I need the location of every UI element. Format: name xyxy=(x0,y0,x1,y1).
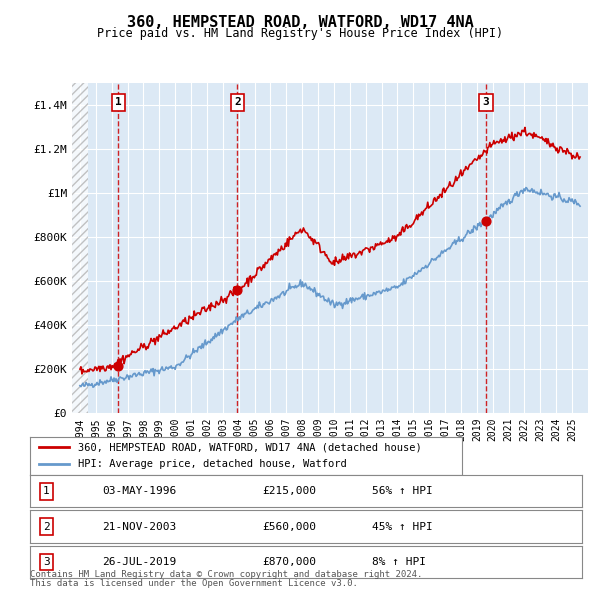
Text: 8% ↑ HPI: 8% ↑ HPI xyxy=(372,557,426,567)
Text: 26-JUL-2019: 26-JUL-2019 xyxy=(102,557,176,567)
Text: 2: 2 xyxy=(43,522,50,532)
Text: HPI: Average price, detached house, Watford: HPI: Average price, detached house, Watf… xyxy=(77,459,346,469)
Point xyxy=(233,285,242,294)
Point xyxy=(481,217,491,226)
Bar xyxy=(72,83,88,413)
Text: Price paid vs. HM Land Registry's House Price Index (HPI): Price paid vs. HM Land Registry's House … xyxy=(97,27,503,40)
Text: 3: 3 xyxy=(43,557,50,567)
Text: 1: 1 xyxy=(43,486,50,496)
Text: This data is licensed under the Open Government Licence v3.0.: This data is licensed under the Open Gov… xyxy=(30,579,358,588)
Text: £870,000: £870,000 xyxy=(262,557,316,567)
Text: 56% ↑ HPI: 56% ↑ HPI xyxy=(372,486,433,496)
Text: £215,000: £215,000 xyxy=(262,486,316,496)
Text: £560,000: £560,000 xyxy=(262,522,316,532)
Text: Contains HM Land Registry data © Crown copyright and database right 2024.: Contains HM Land Registry data © Crown c… xyxy=(30,570,422,579)
Text: 3: 3 xyxy=(483,97,490,107)
Text: 21-NOV-2003: 21-NOV-2003 xyxy=(102,522,176,532)
Bar xyxy=(72,83,88,413)
Text: 360, HEMPSTEAD ROAD, WATFORD, WD17 4NA: 360, HEMPSTEAD ROAD, WATFORD, WD17 4NA xyxy=(127,15,473,30)
Text: 1: 1 xyxy=(115,97,122,107)
Text: 03-MAY-1996: 03-MAY-1996 xyxy=(102,486,176,496)
Text: 2: 2 xyxy=(234,97,241,107)
Text: 360, HEMPSTEAD ROAD, WATFORD, WD17 4NA (detached house): 360, HEMPSTEAD ROAD, WATFORD, WD17 4NA (… xyxy=(77,442,421,453)
Text: 45% ↑ HPI: 45% ↑ HPI xyxy=(372,522,433,532)
Point xyxy=(113,361,123,371)
